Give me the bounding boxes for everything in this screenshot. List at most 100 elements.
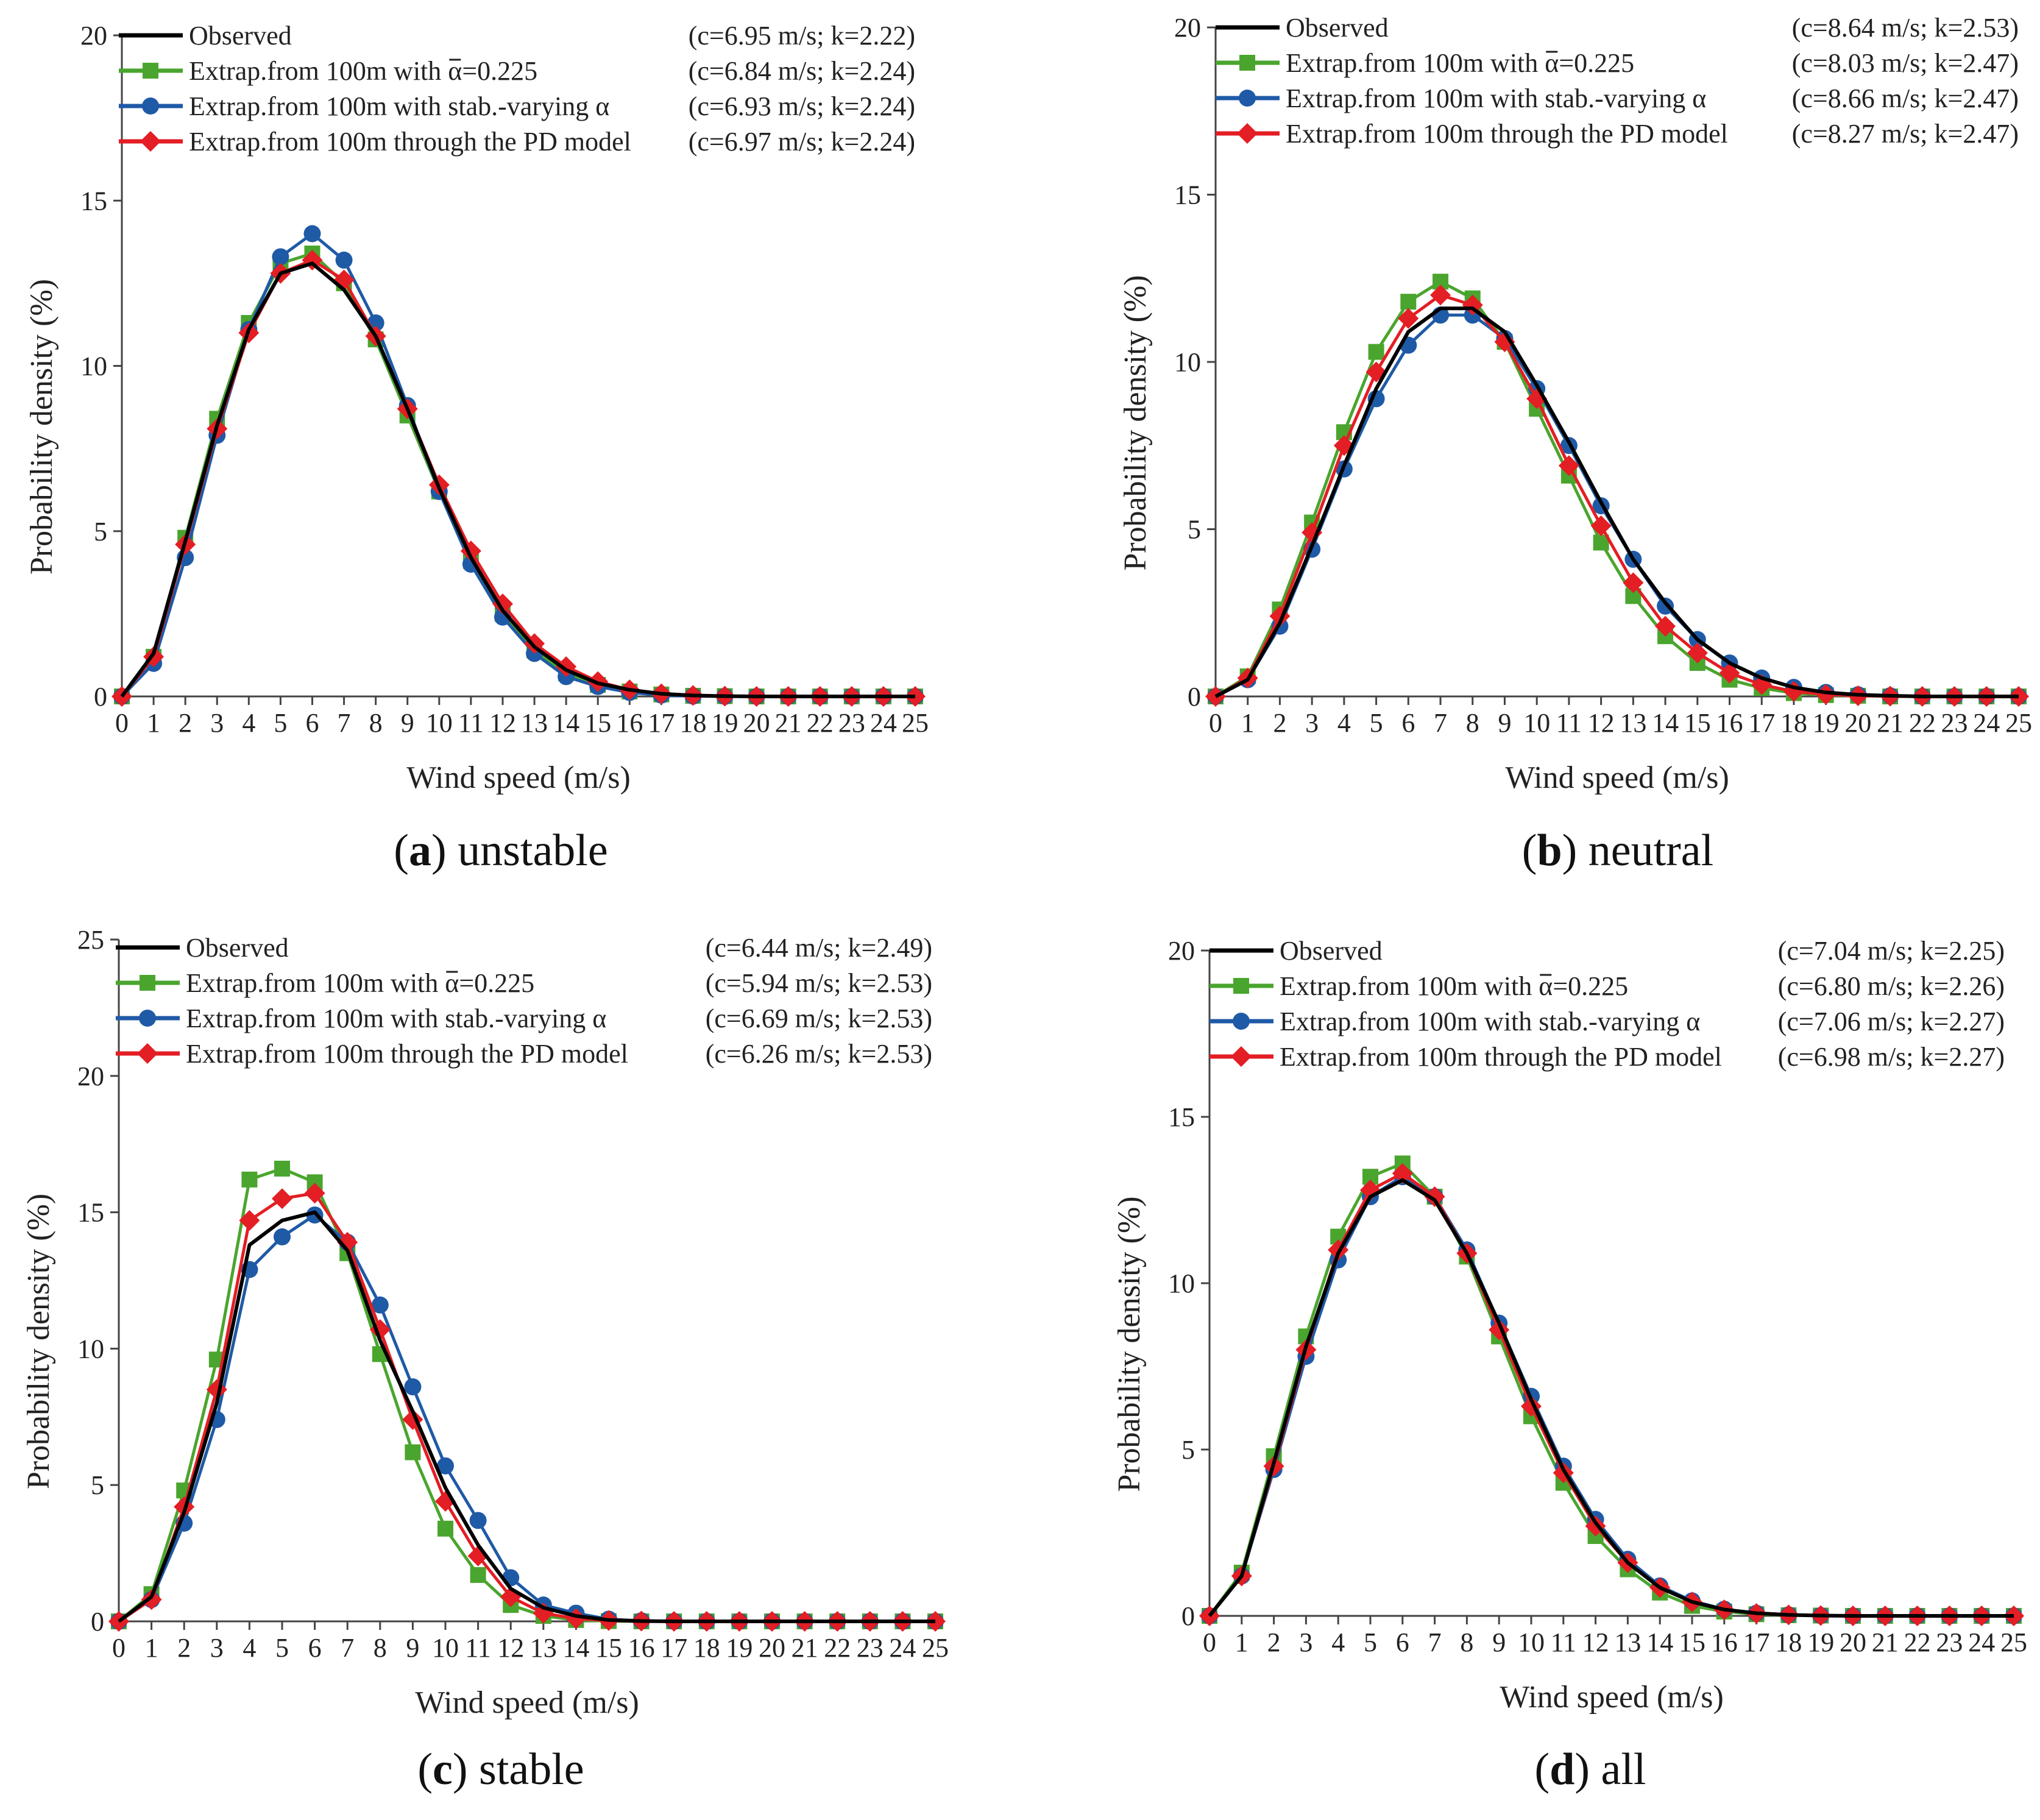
y-tick-label: 10: [1168, 1269, 1195, 1298]
y-tick-label: 20: [1168, 936, 1195, 966]
x-tick-label: 19: [1813, 708, 1840, 738]
x-tick-label: 8: [374, 1633, 387, 1663]
panel-caption: (d) all: [1535, 1744, 1646, 1794]
legend-params-2: (c=7.06 m/s; k=2.27): [1778, 1007, 2005, 1036]
x-tick-label: 3: [210, 1633, 224, 1663]
x-tick-label: 22: [1904, 1627, 1931, 1657]
series-line-0: [1208, 1178, 2014, 1618]
legend-label-1: Extrap.from 100m with α=0.225: [1280, 971, 1628, 1001]
caption-label: unstable: [458, 826, 608, 876]
x-tick-label: 23: [838, 708, 865, 738]
legend-params-0: (c=7.04 m/s; k=2.25): [1778, 936, 2005, 966]
y-tick-label: 25: [77, 925, 104, 955]
series-3: [108, 1183, 946, 1632]
x-axis-title: Wind speed (m/s): [415, 1685, 639, 1720]
x-tick-label: 14: [553, 708, 579, 738]
chart-panel-b: 0 1 2 3 4 5 6 7 8 9 10 11 12 13 14 15 16 17 18 19 20 21 22 23 24…: [1118, 13, 2032, 876]
data-point-3-19: [1815, 684, 1836, 705]
legend-params-1: (c=6.84 m/s; k=2.24): [689, 56, 915, 86]
data-point-3-6: [1392, 1163, 1413, 1184]
x-tick-label: 2: [1267, 1627, 1281, 1657]
x-axis-title: Wind speed (m/s): [1505, 760, 1729, 795]
caption-label: stable: [479, 1744, 584, 1794]
data-point-3-13: [1623, 572, 1644, 593]
x-tick-label: 12: [1582, 1627, 1609, 1657]
x-tick-label: 9: [1498, 708, 1511, 738]
x-tick-label: 10: [426, 708, 453, 738]
caption-letter: b: [1537, 826, 1562, 876]
x-tick-label: 9: [401, 708, 414, 738]
data-point-2-7: [335, 251, 353, 269]
data-point-3-6: [304, 1183, 325, 1204]
x-tick-label: 21: [1872, 1627, 1899, 1657]
x-tick-label: 2: [177, 1633, 191, 1663]
x-tick-label: 1: [1241, 708, 1255, 738]
x-tick-label: 22: [807, 708, 834, 738]
x-tick-label: 22: [1909, 708, 1936, 738]
data-point-1-10: [437, 1520, 453, 1537]
chart-panel-c: 0 1 2 3 4 5 6 7 8 9 10 11 12 13 14 15 16 17 18 19 20 21 22 23 24…: [21, 925, 949, 1794]
x-tick-label: 24: [1968, 1627, 1995, 1657]
series-line-1: [118, 1167, 935, 1623]
caption-letter: d: [1549, 1744, 1574, 1794]
data-point-3-15: [1687, 642, 1708, 664]
x-tick-label: 21: [1877, 708, 1904, 738]
x-tick-label: 8: [1466, 708, 1479, 738]
legend-label-3: Extrap.from 100m through the PD model: [189, 127, 631, 157]
legend-params-1: (c=6.80 m/s; k=2.26): [1778, 971, 2005, 1001]
series-3: [112, 249, 926, 707]
data-point-3-16: [1719, 662, 1740, 684]
x-tick-label: 15: [595, 1633, 622, 1663]
y-tick-label: 5: [1181, 1435, 1195, 1465]
x-tick-label: 0: [1209, 708, 1222, 738]
legend-marker-3: [1231, 1046, 1252, 1067]
x-tick-label: 19: [726, 1633, 753, 1663]
x-tick-label: 23: [1941, 708, 1968, 738]
legend-marker-1: [1233, 978, 1249, 994]
legend-label-1: Extrap.from 100m with α=0.225: [189, 56, 537, 86]
x-tick-label: 13: [530, 1633, 557, 1663]
y-tick-label: 10: [77, 1334, 104, 1364]
legend: Observed (c=6.95 m/s; k=2.22) Extrap.from …: [119, 21, 915, 157]
legend-marker-1: [140, 975, 155, 991]
data-point-2-10: [437, 1457, 454, 1475]
data-point-3-4: [239, 1210, 260, 1231]
legend-label-0: Observed: [186, 933, 289, 963]
panel-caption: (b) neutral: [1522, 826, 1713, 876]
caption-paren-close: ): [1562, 826, 1588, 876]
x-tick-label: 1: [145, 1633, 158, 1663]
legend-params-0: (c=6.95 m/s; k=2.22): [689, 21, 915, 51]
data-point-1-4: [241, 1171, 258, 1188]
x-tick-label: 18: [1780, 708, 1807, 738]
x-tick-label: 25: [2005, 708, 2032, 738]
x-tick-label: 3: [210, 708, 224, 738]
series-line-0: [1214, 306, 2019, 698]
x-tick-label: 18: [693, 1633, 720, 1663]
legend-marker-2: [139, 1010, 156, 1027]
x-tick-label: 19: [712, 708, 738, 738]
x-tick-label: 8: [369, 708, 383, 738]
series-line-3: [1214, 293, 2019, 698]
legend-marker-2: [1233, 1013, 1250, 1030]
legend-label-3: Extrap.from 100m through the PD model: [1286, 119, 1728, 149]
x-tick-label: 1: [1235, 1627, 1248, 1657]
x-tick-label: 10: [1518, 1627, 1545, 1657]
x-tick-label: 6: [1396, 1627, 1409, 1657]
x-tick-label: 11: [1551, 1627, 1576, 1657]
legend-label-2: Extrap.from 100m with stab.-varying α: [1280, 1007, 1700, 1036]
series-2: [1207, 306, 2027, 705]
x-tick-label: 9: [1492, 1627, 1506, 1657]
x-tick-label: 13: [1620, 708, 1646, 738]
y-tick-label: 15: [80, 186, 107, 216]
data-point-1-6: [1400, 294, 1417, 310]
x-axis-title: Wind speed (m/s): [406, 760, 631, 795]
x-tick-label: 14: [1652, 708, 1679, 738]
x-tick-label: 6: [308, 1633, 322, 1663]
x-tick-label: 14: [562, 1633, 589, 1663]
x-tick-label: 17: [661, 1633, 687, 1663]
x-tick-label: 15: [1679, 1627, 1705, 1657]
data-point-3-7: [1424, 1186, 1445, 1208]
x-tick-label: 4: [1337, 708, 1351, 738]
x-tick-label: 20: [1844, 708, 1871, 738]
